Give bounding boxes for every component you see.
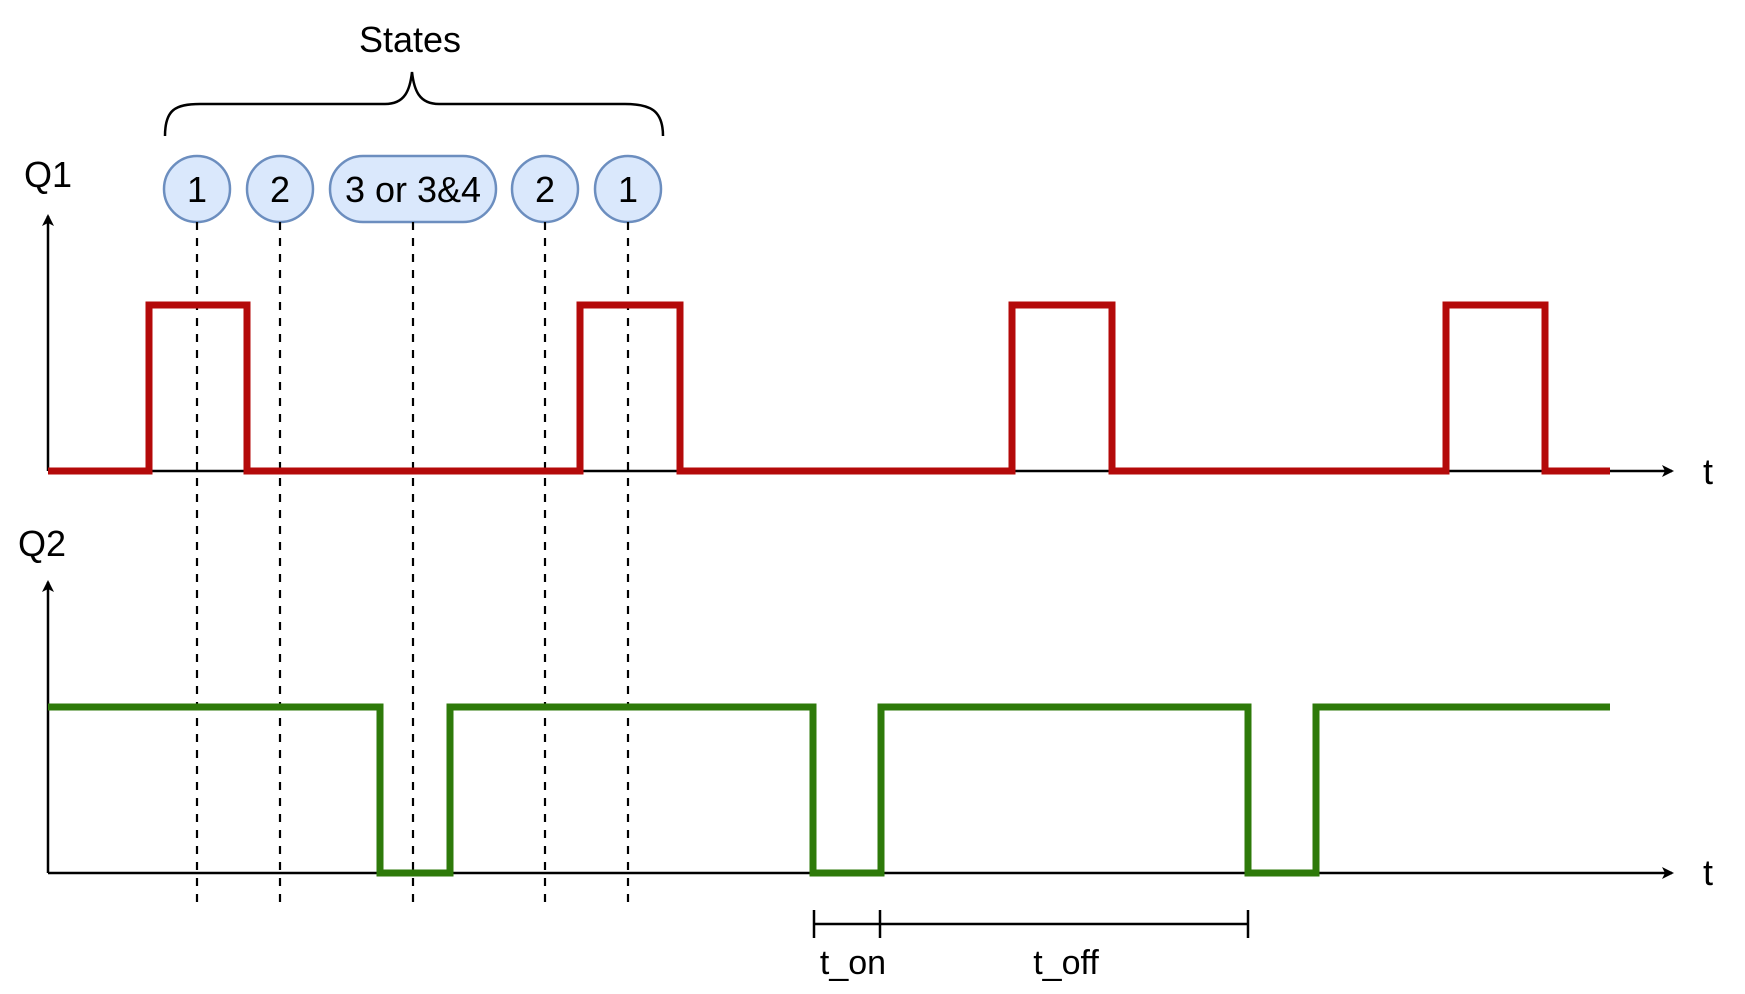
q2-t-axis-label: t xyxy=(1703,852,1713,893)
state-label-5: 1 xyxy=(618,169,638,210)
state-label-4: 2 xyxy=(535,169,555,210)
t-on-label: t_on xyxy=(820,944,886,982)
states-title: States xyxy=(359,19,461,60)
q1-t-axis-label: t xyxy=(1703,451,1713,492)
states-brace xyxy=(163,71,665,137)
state-bubble-2: 2 xyxy=(245,154,315,224)
state-label-3: 3 or 3&4 xyxy=(345,169,481,210)
state-bubble-1: 1 xyxy=(162,154,232,224)
state-bubble-4: 2 xyxy=(510,154,580,224)
t-off-label: t_off xyxy=(1033,944,1099,982)
state-label-2: 2 xyxy=(270,169,290,210)
q2-waveform xyxy=(48,703,1610,877)
q2-axis-label: Q2 xyxy=(18,523,66,564)
state-bubble-5: 1 xyxy=(593,154,663,224)
state-label-1: 1 xyxy=(187,169,207,210)
q1-axis-label: Q1 xyxy=(24,154,72,195)
state-bubble-3: 3 or 3&4 xyxy=(328,154,498,224)
q1-waveform xyxy=(48,301,1610,475)
